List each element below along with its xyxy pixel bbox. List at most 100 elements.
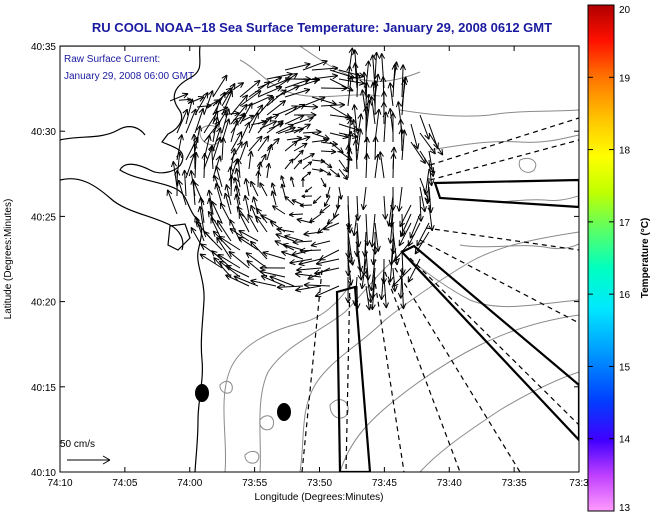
current-vector <box>346 148 353 179</box>
current-vector <box>250 119 267 126</box>
current-vector <box>288 211 304 218</box>
current-vector <box>276 284 304 291</box>
colorbar-tick-label: 17 <box>619 218 631 229</box>
peninsula <box>167 223 191 251</box>
current-vector <box>389 112 397 143</box>
current-vector <box>382 111 389 143</box>
current-vector <box>212 230 232 251</box>
current-vector <box>270 190 277 206</box>
current-vector <box>294 271 322 278</box>
current-vector <box>250 240 268 260</box>
current-vector <box>272 205 286 215</box>
current-vector <box>230 103 248 125</box>
current-vector <box>304 186 313 193</box>
colorbar-tick-label: 14 <box>619 435 631 446</box>
current-vector <box>194 91 209 116</box>
current-vector <box>247 150 254 170</box>
radial-7 <box>419 239 579 324</box>
current-vector <box>218 260 241 278</box>
current-vector <box>345 144 352 170</box>
current-vector <box>203 230 223 251</box>
current-vector <box>392 267 412 287</box>
current-vector <box>229 228 250 242</box>
current-vector <box>315 258 340 266</box>
current-vector <box>238 230 259 242</box>
y-tick-label: 40:35 <box>31 42 56 53</box>
current-vector <box>301 177 305 188</box>
y-tick-label: 40:20 <box>31 298 56 309</box>
contour-4 <box>339 314 579 472</box>
current-vector <box>203 90 214 116</box>
current-vector <box>187 96 205 104</box>
region-south <box>335 285 372 472</box>
y-tick-label: 40:25 <box>31 212 56 223</box>
current-vector <box>255 215 268 233</box>
x-tick-label: 73:50 <box>307 478 332 489</box>
current-vector <box>257 135 270 152</box>
current-vector <box>351 213 358 237</box>
current-vector <box>174 169 181 197</box>
current-vector <box>302 59 328 71</box>
current-vector <box>338 69 365 79</box>
current-vector <box>377 151 385 179</box>
current-vector <box>372 136 379 161</box>
current-vector <box>296 217 313 224</box>
y-axis: 40:10 40:15 40:20 40:25 40:30 40:35 <box>31 42 579 479</box>
current-vector <box>401 79 408 116</box>
contour-6 <box>399 109 579 117</box>
current-vector <box>354 72 361 98</box>
current-vector <box>228 251 250 269</box>
colorbar-tick-label: 20 <box>619 5 631 16</box>
y-tick-label: 40:10 <box>31 468 56 479</box>
current-vector <box>181 169 188 197</box>
current-vector <box>250 180 259 197</box>
current-vector <box>238 236 259 251</box>
chart-title: RU COOL NOAA−18 Sea Surface Temperature:… <box>92 20 552 35</box>
current-vector <box>363 81 370 107</box>
x-axis: 74:10 74:05 74:00 73:55 73:50 73:45 73:40 73:35… <box>47 46 589 489</box>
current-vector <box>356 113 364 143</box>
current-vector <box>248 112 259 134</box>
current-vector <box>266 99 286 116</box>
current-vector <box>259 120 278 130</box>
current-vector <box>197 206 205 233</box>
current-vector <box>234 193 241 215</box>
coast-main <box>60 46 205 472</box>
current-vector <box>235 158 242 179</box>
current-vector <box>319 204 331 214</box>
current-vector <box>206 189 214 215</box>
radial-9 <box>429 139 579 181</box>
current-vector <box>214 106 229 114</box>
current-vector <box>419 186 427 213</box>
current-vector <box>243 194 250 215</box>
plot-area: 50 cm/s Raw Surface Current: January 29,… <box>60 46 579 472</box>
current-vector <box>219 137 227 161</box>
current-vector <box>293 149 304 161</box>
radial-2 <box>345 274 351 472</box>
current-vector <box>212 127 222 152</box>
current-vector <box>320 85 348 92</box>
radial-survey-lines <box>301 117 579 472</box>
current-vector <box>416 222 430 247</box>
current-vector <box>293 159 303 170</box>
x-tick-label: 73:35 <box>502 478 527 489</box>
current-vector <box>407 222 421 247</box>
current-vector <box>338 159 349 173</box>
current-vector <box>391 267 398 292</box>
current-vector <box>352 139 359 170</box>
current-vector <box>238 212 250 233</box>
current-vector <box>296 266 322 273</box>
contour-18 <box>199 125 222 146</box>
current-vector <box>241 114 255 122</box>
current-vector <box>224 184 232 206</box>
current-vector <box>293 103 319 110</box>
colorbar-tick-label: 18 <box>619 146 631 157</box>
current-vector <box>329 114 353 121</box>
bathymetry-contours <box>199 46 579 472</box>
current-vector <box>230 148 237 170</box>
current-vector <box>245 252 268 269</box>
current-vector <box>320 168 332 176</box>
current-vector <box>205 99 220 108</box>
current-vector <box>374 222 381 252</box>
current-vector <box>396 186 403 212</box>
